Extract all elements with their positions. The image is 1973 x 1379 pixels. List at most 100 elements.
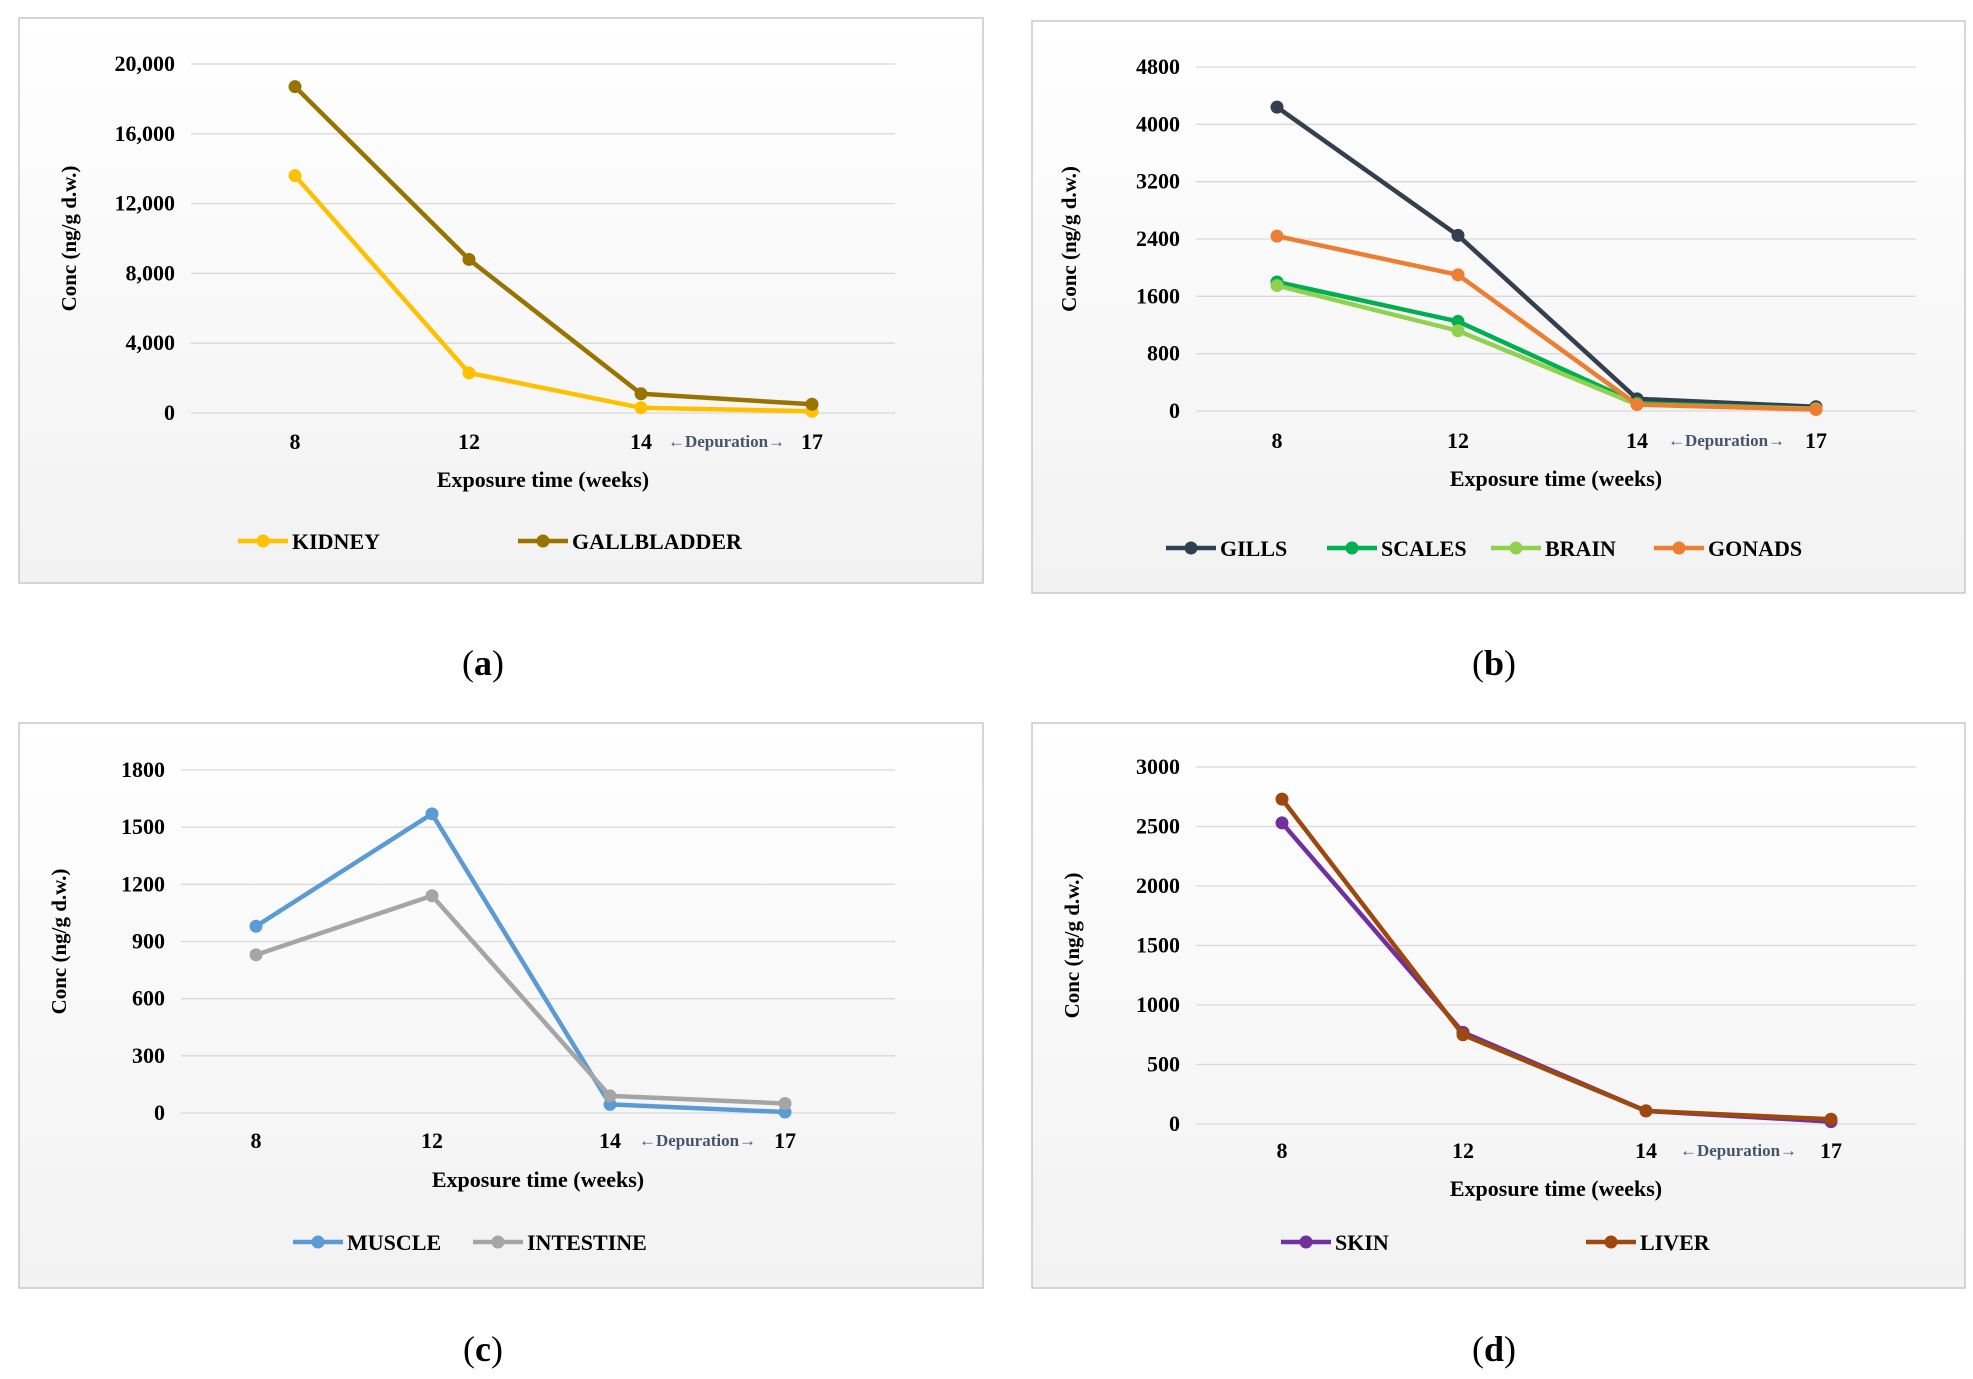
series-line-kidney xyxy=(293,174,813,414)
legend-label-gallbladder: GALLBLADDER xyxy=(572,529,743,554)
series-line-liver xyxy=(1280,797,1832,1122)
y-tick-label: 1800 xyxy=(121,757,165,782)
y-tick-label: 12,000 xyxy=(115,191,176,216)
data-point-liver xyxy=(1639,1104,1653,1118)
x-tick-label: 8 xyxy=(251,1128,262,1153)
data-point-gonads xyxy=(1630,398,1644,412)
data-point-intestine xyxy=(603,1089,617,1103)
data-point-muscle xyxy=(249,919,263,933)
x-tick-label: 17 xyxy=(1820,1138,1842,1163)
y-tick-label: 300 xyxy=(132,1043,165,1068)
chart-b-svg: 0 800 1600 2400 3200 4000 4800 8 12 14 17 ←Depurati… xyxy=(1031,20,1966,594)
y-tick-label: 1500 xyxy=(1136,933,1180,958)
chart-panel-d: 0 500 1000 1500 2000 2500 3000 8 12 14 17 ←Depurati… xyxy=(1031,722,1966,1289)
caption-d: (d) xyxy=(1471,1329,1517,1369)
data-point-kidney xyxy=(634,401,648,415)
y-tick-label: 4,000 xyxy=(126,330,176,355)
y-tick-label: 20,000 xyxy=(115,51,176,76)
data-point-gills xyxy=(1270,100,1284,114)
chart-frame xyxy=(18,722,984,1289)
data-point-intestine xyxy=(425,889,439,903)
y-tick-label: 4800 xyxy=(1136,54,1180,79)
x-tick-label: 14 xyxy=(599,1128,621,1153)
x-axis-title: Exposure time (weeks) xyxy=(432,1167,644,1192)
x-tick-label: 17 xyxy=(1805,428,1827,453)
depuration-annotation: ←Depuration→ xyxy=(1680,1141,1797,1160)
x-tick-label: 8 xyxy=(1277,1138,1288,1163)
y-tick-label: 1500 xyxy=(121,814,165,839)
y-tick-label: 2500 xyxy=(1136,814,1180,839)
y-tick-label: 500 xyxy=(1147,1052,1180,1077)
legend-label-gills: GILLS xyxy=(1220,536,1287,561)
depuration-annotation: ←Depuration→ xyxy=(668,432,785,451)
x-tick-label: 17 xyxy=(801,429,823,454)
data-point-liver xyxy=(1275,792,1289,806)
data-point-gonads xyxy=(1270,229,1284,243)
chart-panel-a: 0 4,000 8,000 12,000 16,000 20,000 8 12 14 17 ←Dep… xyxy=(18,17,984,584)
series-line-intestine xyxy=(255,893,786,1106)
legend-marker xyxy=(256,534,270,548)
depuration-annotation: ←Depuration→ xyxy=(639,1131,756,1150)
chart-frame xyxy=(1031,20,1966,594)
legend-marker xyxy=(1299,1235,1313,1249)
data-point-scales xyxy=(1451,314,1465,328)
legend-label-gonads: GONADS xyxy=(1708,536,1802,561)
legend-label-liver: LIVER xyxy=(1640,1230,1711,1255)
data-point-kidney xyxy=(462,366,476,380)
y-tick-label: 16,000 xyxy=(115,121,176,146)
y-tick-label: 0 xyxy=(164,400,175,425)
y-tick-label: 1200 xyxy=(121,871,165,896)
chart-a-svg: 0 4,000 8,000 12,000 16,000 20,000 8 12 14 17 ←Dep… xyxy=(18,17,984,584)
y-tick-label: 0 xyxy=(1169,1111,1180,1136)
chart-d-svg: 0 500 1000 1500 2000 2500 3000 8 12 14 17 ←Depurati… xyxy=(1031,722,1966,1289)
data-point-gallbladder xyxy=(462,252,476,266)
data-point-gallbladder xyxy=(288,80,302,94)
y-axis-title: Conc (ng/g d.w.) xyxy=(1060,873,1084,1019)
y-tick-label: 2400 xyxy=(1136,226,1180,251)
legend-marker xyxy=(1604,1235,1618,1249)
legend-marker xyxy=(311,1235,325,1249)
chart-frame xyxy=(18,17,984,584)
data-point-gonads xyxy=(1809,403,1823,417)
legend-label-brain: BRAIN xyxy=(1545,536,1616,561)
series-line-gills xyxy=(1275,105,1817,409)
y-tick-label: 800 xyxy=(1147,341,1180,366)
y-tick-label: 900 xyxy=(132,929,165,954)
series-line-gonads xyxy=(1276,233,1817,412)
x-tick-label: 14 xyxy=(1635,1138,1657,1163)
x-axis-title: Exposure time (weeks) xyxy=(1450,466,1662,491)
x-tick-label: 12 xyxy=(421,1128,443,1153)
data-point-gonads xyxy=(1451,268,1465,282)
x-axis-title: Exposure time (weeks) xyxy=(1450,1176,1662,1201)
legend-label-intestine: INTESTINE xyxy=(527,1230,647,1255)
caption-a: (a) xyxy=(462,643,504,683)
legend-marker xyxy=(1672,541,1686,555)
x-tick-label: 17 xyxy=(774,1128,796,1153)
caption-b: (b) xyxy=(1471,643,1517,683)
x-tick-label: 12 xyxy=(1447,428,1469,453)
legend-label-muscle: MUSCLE xyxy=(347,1230,441,1255)
x-tick-label: 12 xyxy=(1452,1138,1474,1163)
depuration-annotation: ←Depuration→ xyxy=(1668,431,1785,450)
legend-marker xyxy=(1345,541,1359,555)
data-point-liver xyxy=(1824,1112,1838,1126)
y-axis-title: Conc (ng/g d.w.) xyxy=(57,166,81,312)
y-tick-label: 1600 xyxy=(1136,283,1180,308)
y-tick-label: 8,000 xyxy=(126,260,176,285)
y-axis-title: Conc (ng/g d.w.) xyxy=(1057,166,1081,312)
series-line-muscle xyxy=(254,811,786,1115)
data-point-gallbladder xyxy=(805,397,819,411)
y-tick-label: 3200 xyxy=(1136,169,1180,194)
y-tick-label: 0 xyxy=(154,1100,165,1125)
y-tick-label: 600 xyxy=(132,986,165,1011)
series-line-gallbladder xyxy=(293,85,813,407)
chart-panel-c: 0 300 600 900 1200 1500 1800 8 12 14 17 ←Depuration… xyxy=(18,722,984,1289)
legend-marker xyxy=(1184,541,1198,555)
legend-marker xyxy=(536,534,550,548)
y-tick-label: 2000 xyxy=(1136,873,1180,898)
data-point-brain xyxy=(1270,279,1284,293)
legend-marker xyxy=(491,1235,505,1249)
x-tick-label: 8 xyxy=(1272,428,1283,453)
x-tick-label: 14 xyxy=(630,429,652,454)
y-tick-label: 1000 xyxy=(1136,992,1180,1017)
